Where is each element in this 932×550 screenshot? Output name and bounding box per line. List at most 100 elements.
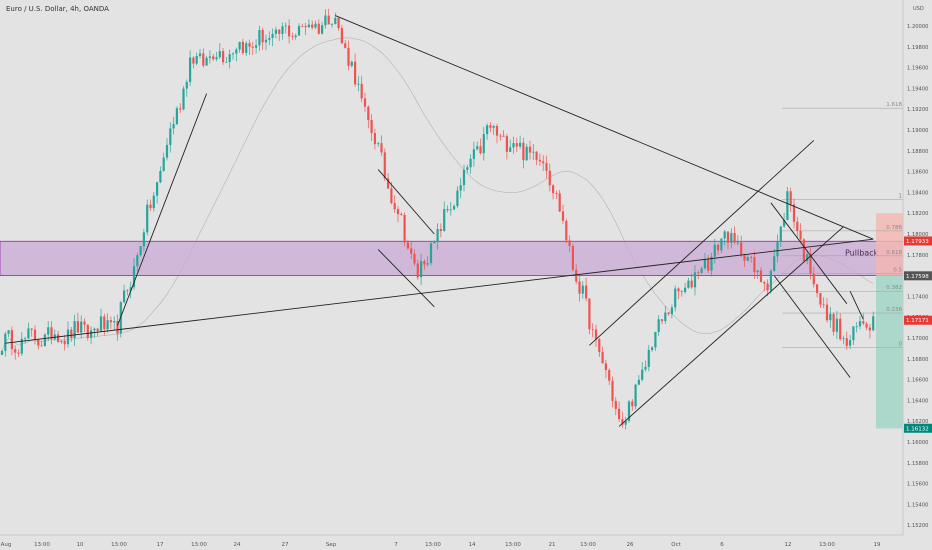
candle-body xyxy=(502,135,505,137)
candle-body xyxy=(400,214,403,215)
candle-body xyxy=(380,143,383,153)
candle-body xyxy=(416,263,419,278)
candle-body xyxy=(806,254,809,262)
candle-body xyxy=(175,108,178,125)
candle-body xyxy=(347,47,350,66)
candle-body xyxy=(594,329,598,340)
candle-body xyxy=(433,241,436,244)
candle-body xyxy=(680,291,683,293)
time-tick-label: 13:00 xyxy=(34,542,50,548)
time-tick-label: 13:00 xyxy=(425,542,441,548)
candle-body xyxy=(476,146,479,150)
trendline xyxy=(377,249,435,308)
candle-body xyxy=(344,43,347,48)
moving-average-layer xyxy=(1,37,874,351)
candle-body xyxy=(357,83,360,85)
fib-level-label: 0.5 xyxy=(893,268,902,274)
candle-body xyxy=(723,231,726,239)
price-tick-label: 1.19800 xyxy=(907,45,928,51)
trendline-layer[interactable] xyxy=(5,15,874,427)
candle-body xyxy=(367,106,370,121)
candle-body xyxy=(528,146,532,153)
candle-body xyxy=(390,188,393,204)
price-axis[interactable]: 1.20000 1.19800 1.19600 1.19400 1.19200 1.190… xyxy=(907,24,928,529)
candle-body xyxy=(542,161,545,164)
price-badge xyxy=(904,423,932,433)
candle-body xyxy=(660,319,664,322)
time-tick-label: 13:00 xyxy=(580,542,596,548)
fib-level-label: 1 xyxy=(899,194,903,200)
candle-body xyxy=(519,142,522,147)
candle-body xyxy=(426,263,429,265)
candle-body xyxy=(601,352,604,364)
candle-body xyxy=(509,147,512,152)
candle-body xyxy=(198,53,202,56)
candle-body xyxy=(215,57,218,60)
candle-body xyxy=(799,230,802,240)
candle-body xyxy=(165,144,169,158)
candle-body xyxy=(307,24,310,28)
candle-body xyxy=(334,17,337,25)
candle-body xyxy=(538,159,541,162)
candle-body xyxy=(90,330,93,338)
trendline xyxy=(335,15,874,240)
pullback-zone xyxy=(0,240,904,276)
candle-body xyxy=(185,82,188,89)
candle-body xyxy=(565,220,568,241)
candle-body xyxy=(436,229,439,242)
candle-body xyxy=(284,25,287,27)
candle-body xyxy=(766,283,769,291)
candle-body xyxy=(631,401,634,407)
candle-body xyxy=(690,280,693,288)
candle-body xyxy=(618,408,621,420)
price-tick-label: 1.18200 xyxy=(907,211,928,217)
candle-body xyxy=(189,57,192,83)
candle-body xyxy=(330,24,334,25)
candle-body xyxy=(360,83,363,99)
price-badge xyxy=(904,271,932,281)
candle-body xyxy=(489,125,492,128)
candle-body xyxy=(103,316,106,330)
candle-body xyxy=(43,334,46,346)
price-badge-label: 1.17171 xyxy=(906,318,929,324)
price-tick-label: 1.17400 xyxy=(907,294,928,300)
time-axis[interactable]: Aug 13:00 10 13:00 17 13:00 24 27 Sep 7 13:00 14 13:… xyxy=(1,542,881,548)
time-tick-label: Aug xyxy=(1,542,12,548)
price-tick-label: 1.19600 xyxy=(907,66,928,72)
candle-body xyxy=(872,316,875,331)
candle-body xyxy=(664,312,667,322)
price-axis-background xyxy=(903,0,932,535)
time-tick-label: 14 xyxy=(469,542,476,548)
candle-body xyxy=(222,51,225,63)
candle-body xyxy=(865,323,868,328)
candle-body xyxy=(152,195,155,209)
candle-body xyxy=(53,334,56,340)
candle-body xyxy=(512,143,515,148)
time-tick-label: 13:00 xyxy=(819,542,835,548)
time-tick-label: 27 xyxy=(282,542,289,548)
trendline xyxy=(377,169,435,235)
candle-body xyxy=(245,43,248,53)
trendline xyxy=(770,202,848,304)
candle-body xyxy=(271,33,274,38)
candle-body xyxy=(591,329,594,331)
candle-body xyxy=(598,339,601,353)
candle-body xyxy=(759,270,763,283)
stop-zone xyxy=(876,213,903,276)
candle-body xyxy=(205,57,208,66)
candle-body xyxy=(297,26,301,36)
candle-body xyxy=(466,167,469,170)
candle-body xyxy=(453,206,456,210)
candle-body xyxy=(311,24,314,28)
candle-body xyxy=(713,244,716,257)
candle-body xyxy=(703,258,706,269)
candle-body xyxy=(228,54,231,62)
candle-body xyxy=(515,143,518,147)
candle-body xyxy=(136,255,139,267)
time-tick-label: Oct xyxy=(671,542,681,548)
fib-level-label: 1.618 xyxy=(886,102,902,108)
candle-body xyxy=(57,334,60,342)
time-tick-label: 6 xyxy=(720,542,724,548)
price-tick-label: 1.16200 xyxy=(907,419,928,425)
